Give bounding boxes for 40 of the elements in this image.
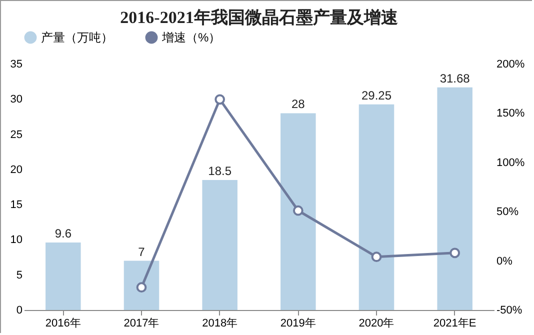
y-tick-label: 0: [16, 304, 22, 316]
point: [292, 205, 304, 216]
bar: [46, 242, 81, 310]
y-tick-label: 10: [10, 234, 22, 246]
bar: [280, 113, 316, 310]
x-tick-label: 2017年: [124, 318, 160, 330]
point: [371, 252, 382, 262]
x-tick-label: 2018年: [202, 318, 238, 330]
data-label: 28: [291, 97, 306, 112]
y2-tick-label: 100%: [496, 156, 525, 169]
y2-tick-label: -50%: [496, 304, 522, 316]
data-label: 7: [138, 244, 146, 259]
chart-title: 2016-2021年我国微晶石墨产量及增速: [120, 8, 398, 27]
bar: [437, 87, 472, 310]
point: [136, 282, 147, 293]
y-tick-label: 5: [16, 269, 22, 282]
y2-tick-label: 0%: [496, 255, 513, 268]
point: [214, 94, 226, 105]
y-tick-label: 30: [10, 94, 22, 106]
y-tick-label: 15: [10, 199, 22, 212]
data-label: 29.25: [361, 88, 392, 102]
y-tick-label: 35: [10, 58, 22, 70]
bar: [124, 260, 160, 310]
y-tick-label: 25: [10, 128, 22, 141]
data-label: 18.5: [208, 164, 232, 178]
x-tick-label: 2021年E: [433, 318, 476, 330]
x-tick-label: 2016年: [45, 318, 81, 330]
y2-tick-label: 150%: [496, 108, 525, 120]
bar: [202, 180, 238, 310]
y2-tick-label: 50%: [496, 206, 519, 218]
legend-label: 增速（%）: [161, 30, 221, 45]
data-label: 31.68: [440, 71, 470, 86]
point: [450, 248, 460, 258]
legend-label: 产量（万吨）: [41, 30, 113, 45]
y2-tick-label: 200%: [496, 58, 525, 70]
x-tick-label: 2019年: [280, 318, 316, 330]
data-label: 9.6: [54, 226, 72, 241]
y-tick-label: 20: [10, 164, 22, 176]
bar: [358, 104, 394, 310]
x-tick-label: 2020年: [358, 318, 394, 330]
